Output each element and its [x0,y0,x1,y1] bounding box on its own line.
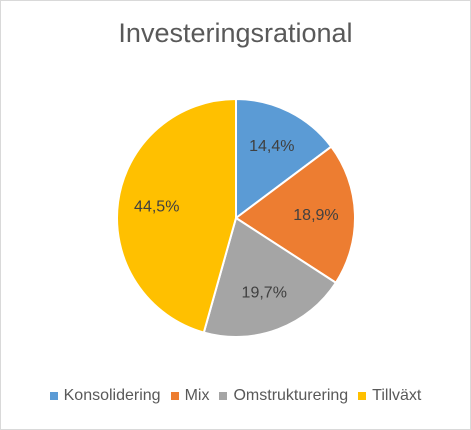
data-label-omstrukturering: 19,7% [242,284,287,301]
legend-label: Konsolidering [63,387,161,404]
legend-label: Omstrukturering [233,387,349,404]
legend-label: Tillväxt [372,387,422,404]
pie-slice-mix [234,145,356,285]
chart-title: Investeringsrational [118,18,353,48]
legend-swatch [170,392,179,400]
legend-swatch [358,392,367,400]
pie-slice-konsolidering [235,97,333,220]
legend-item-omstrukturering: Omstrukturering [219,387,348,405]
data-label-tillvaxt: 44,5% [134,199,179,216]
legend-swatch [219,392,228,400]
legend-item-mix: Mix [170,387,210,405]
data-label-mix: 18,9% [293,207,338,224]
pie-slice-omstrukturering [202,216,338,338]
pie-slice-tillvaxt [116,97,237,334]
data-label-konsolidering: 14,4% [249,138,294,155]
legend: Konsolidering Mix Omstrukturering Tillvä… [0,387,471,405]
legend-label: Mix [184,387,210,404]
legend-item-tillvaxt: Tillväxt [358,387,421,405]
legend-item-konsolidering: Konsolidering [49,387,161,405]
legend-swatch [49,392,58,400]
